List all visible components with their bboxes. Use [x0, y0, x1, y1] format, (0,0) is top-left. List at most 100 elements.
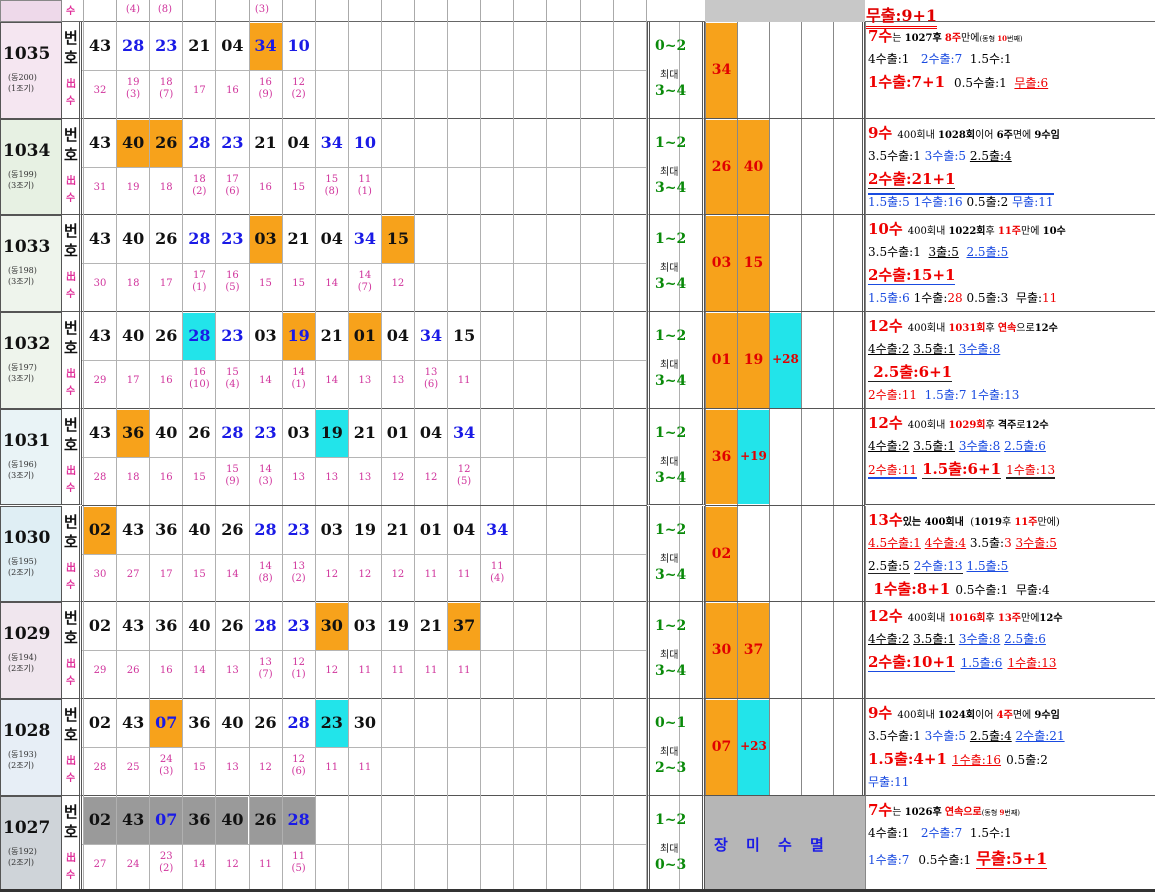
extra-number: 30 [711, 642, 732, 659]
row-grid-col [447, 795, 449, 892]
extra-bottom [705, 697, 865, 699]
info-line: 2수출:11 1.5출:6+1 1수출:13 [868, 458, 1153, 479]
appearance-sub-count: (2) [291, 89, 306, 100]
row-grid-col [513, 312, 515, 409]
drawn-number: 43 [88, 36, 112, 55]
appearance-count: 11 [457, 375, 471, 387]
row-grid-col [149, 698, 151, 796]
info-col [865, 118, 1155, 216]
label-su: 수 [66, 676, 76, 688]
range-bottom: 3~4 [655, 179, 687, 196]
row-id-number: 1027 [3, 817, 51, 838]
row-grid-col [678, 795, 680, 892]
label-bun: 번 [64, 319, 78, 338]
info-line: 1.5출:4+1 1수출:16 0.5출:2 [868, 749, 1048, 768]
label-ho: 호 [64, 822, 78, 841]
info-line: 2.5출:6+1 [868, 361, 1153, 383]
drawn-number: 07 [155, 712, 178, 732]
row-grid-col [480, 312, 482, 409]
appearance-sub-count: (1) [192, 282, 207, 294]
number-highlight [249, 216, 282, 264]
drawn-number: 23 [287, 519, 310, 539]
row-grid-col [414, 505, 415, 603]
appearance-count: 17 [159, 568, 173, 580]
row-grid-col [116, 795, 118, 892]
range-max-label: 최대 [660, 70, 679, 81]
label-cnt-top: 出 [66, 369, 76, 381]
drawn-number: 26 [188, 422, 211, 442]
row-grid-col [215, 602, 217, 699]
appearance-count: 12 [424, 471, 438, 483]
appearance-count: 17 (6) [216, 174, 248, 198]
number-highlight [448, 603, 481, 651]
top-grid-col [149, 0, 151, 22]
appearance-count: 19 [126, 181, 140, 193]
extra-bottom [705, 601, 865, 603]
range-top: 1~2 [655, 231, 687, 248]
number-highlight [150, 119, 183, 167]
appearance-count: 18 [126, 278, 140, 290]
row-id-block [0, 215, 62, 313]
row-id-number: 1031 [3, 430, 51, 451]
drawn-number: 21 [353, 422, 376, 442]
number-highlight [348, 313, 381, 361]
appearance-count: 28 [93, 761, 107, 773]
appearance-sub-count: (6) [291, 765, 306, 777]
row-grid-col [116, 505, 118, 603]
row-id-sub2: (2조기) [8, 664, 35, 674]
label-ho: 호 [64, 435, 78, 454]
info-line: 4수출:2 3.5출:1 3수출:8 2.5출:6 [868, 632, 1046, 647]
drawn-number: 21 [320, 326, 343, 346]
row-grid-col [314, 408, 316, 506]
row-bottom-line [82, 311, 647, 313]
extra-bottom [705, 214, 865, 216]
row-grid-col [414, 118, 415, 216]
row-grid-col [645, 795, 647, 892]
appearance-count: 13 (2) [283, 561, 315, 585]
row-grid-col [248, 602, 250, 699]
appearance-count: 14 (1) [283, 367, 315, 391]
row-id-sub2: (2조기) [8, 567, 35, 577]
label-col [62, 22, 82, 119]
top-grid-col [612, 0, 614, 22]
drawn-number: 21 [287, 229, 310, 249]
appearance-count: 18 (2) [183, 174, 215, 198]
drawn-number: 19 [353, 519, 376, 539]
row-grid-col [281, 795, 283, 892]
extra-col [833, 408, 834, 506]
drawn-number: 28 [188, 132, 211, 152]
top-grid-col [116, 0, 118, 22]
label-cnt-top: 出 [66, 852, 76, 864]
row-grid-col [281, 408, 283, 506]
info-col [865, 602, 1155, 699]
row-id-sub2: (3조기) [8, 374, 35, 384]
row-mid-line [82, 166, 647, 168]
extra-right-border [862, 698, 865, 796]
row-grid-col [380, 505, 382, 603]
label-col [62, 602, 82, 699]
drawn-number: 40 [221, 809, 244, 829]
row-grid-col [83, 505, 84, 603]
extra-col [801, 215, 802, 313]
label-bun: 번 [64, 609, 78, 628]
sheet-bottom [0, 889, 1155, 892]
row-grid-col [546, 795, 548, 892]
row-grid-col [480, 118, 482, 216]
row-grid-col [380, 795, 382, 892]
extra-number: 15 [743, 255, 764, 272]
number-highlight [282, 313, 315, 361]
extra-col [737, 215, 738, 313]
range-col [647, 505, 705, 603]
range-top: 1~2 [655, 618, 687, 635]
appearance-sub-count: (4) [225, 379, 240, 391]
extra-col [833, 602, 834, 699]
label-cnt-top: 出 [66, 755, 76, 767]
extra-highlight [706, 603, 737, 698]
extra-bottom [705, 311, 865, 313]
appearance-count: 13 [358, 375, 372, 387]
row-grid-col [579, 215, 581, 313]
row-grid-col [678, 698, 680, 796]
appearance-count: 19 (3) [117, 77, 149, 101]
appearance-count: 16 [159, 665, 173, 677]
number-highlight [117, 119, 150, 167]
